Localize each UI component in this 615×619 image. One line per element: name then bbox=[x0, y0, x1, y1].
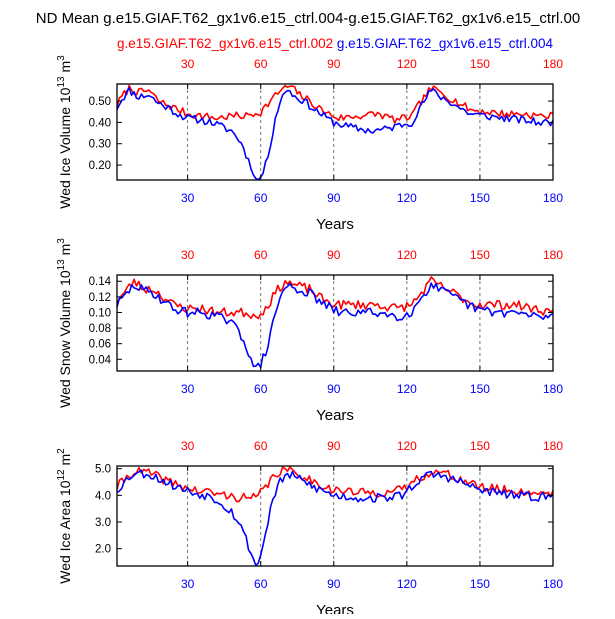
panel-ice-area: 30 30 60 60 90 90 120 120 150 150 180 180 2.0 3.0 4.0 5… bbox=[56, 439, 563, 619]
x-tick-label-top: 60 bbox=[254, 439, 268, 453]
y-axis-label: Wed Snow Volume 1013 m3 bbox=[56, 238, 73, 408]
x-tick-label-top: 120 bbox=[397, 439, 417, 453]
x-tick-label-top: 30 bbox=[181, 439, 195, 453]
y-tick-label: 3.0 bbox=[95, 517, 111, 529]
y-axis-label: Wed Ice Area 1012 m2 bbox=[56, 448, 73, 584]
x-tick-label-top: 180 bbox=[543, 57, 563, 71]
series-line-blue bbox=[116, 282, 554, 369]
x-tick-label-top: 120 bbox=[397, 248, 417, 262]
x-tick-label-top: 90 bbox=[327, 248, 341, 262]
x-tick-label-bottom: 30 bbox=[181, 382, 195, 396]
chart-title: ND Mean g.e15.GIAF.T62_gx1v6.e15_ctrl.00… bbox=[36, 10, 580, 27]
x-tick-label-bottom: 90 bbox=[327, 191, 341, 205]
y-tick-label: 0.40 bbox=[89, 117, 111, 129]
series-line-blue bbox=[116, 469, 554, 567]
x-tick-label-top: 180 bbox=[543, 248, 563, 262]
legend-red-label: g.e15.GIAF.T62_gx1v6.e15_ctrl.002 bbox=[117, 36, 333, 51]
x-tick-label-bottom: 150 bbox=[470, 577, 490, 591]
x-tick-label-top: 60 bbox=[254, 248, 268, 262]
x-tick-label-bottom: 90 bbox=[327, 382, 341, 396]
panel-snow-volume: 30 30 60 60 90 90 120 120 150 150 180 180 0.04 0.06 0.… bbox=[56, 238, 563, 424]
x-tick-label-top: 120 bbox=[397, 57, 417, 71]
y-tick-label: 5.0 bbox=[95, 464, 111, 476]
x-tick-label-bottom: 180 bbox=[543, 382, 563, 396]
plot-frame bbox=[116, 465, 554, 567]
x-tick-label-top: 180 bbox=[543, 439, 563, 453]
series-line-red bbox=[116, 276, 554, 320]
y-tick-label: 0.20 bbox=[89, 160, 111, 172]
x-axis-label: Years bbox=[316, 602, 354, 614]
y-tick-label: 0.08 bbox=[89, 323, 111, 335]
x-tick-label-bottom: 180 bbox=[543, 577, 563, 591]
plot-frame bbox=[116, 274, 554, 372]
plot-frame bbox=[116, 83, 554, 181]
y-tick-label: 0.04 bbox=[89, 354, 112, 366]
x-tick-label-bottom: 150 bbox=[470, 382, 490, 396]
x-tick-label-top: 90 bbox=[327, 57, 341, 71]
x-axis-label: Years bbox=[316, 216, 354, 233]
x-tick-label-bottom: 120 bbox=[397, 191, 417, 205]
x-tick-label-top: 30 bbox=[181, 248, 195, 262]
x-tick-label-bottom: 60 bbox=[254, 577, 268, 591]
y-tick-label: 4.0 bbox=[95, 490, 111, 502]
x-tick-label-bottom: 60 bbox=[254, 191, 268, 205]
y-tick-label: 2.0 bbox=[95, 544, 111, 556]
y-tick-label: 0.14 bbox=[89, 276, 112, 288]
legend-blue-label: g.e15.GIAF.T62_gx1v6.e15_ctrl.004 bbox=[337, 36, 554, 51]
x-tick-label-top: 90 bbox=[327, 439, 341, 453]
x-tick-label-bottom: 30 bbox=[181, 577, 195, 591]
x-tick-label-top: 150 bbox=[470, 439, 490, 453]
x-tick-label-bottom: 60 bbox=[254, 382, 268, 396]
y-tick-label: 0.30 bbox=[89, 139, 111, 151]
x-tick-label-bottom: 30 bbox=[181, 191, 195, 205]
series-line-blue bbox=[116, 86, 554, 181]
x-tick-label-top: 150 bbox=[470, 57, 490, 71]
y-tick-label: 0.06 bbox=[89, 339, 111, 351]
y-axis-label: Wed Ice Volume 1013 m3 bbox=[56, 55, 73, 209]
x-tick-label-bottom: 180 bbox=[543, 191, 563, 205]
panel-ice-volume: 30 30 60 60 90 90 120 120 150 150 180 180 0.20 0.30 0.… bbox=[56, 55, 563, 233]
series-line-red bbox=[116, 466, 554, 503]
x-tick-label-top: 60 bbox=[254, 57, 268, 71]
x-axis-label: Years bbox=[316, 407, 354, 424]
y-tick-label: 0.10 bbox=[89, 307, 111, 319]
y-tick-label: 0.12 bbox=[89, 292, 111, 304]
x-tick-label-bottom: 120 bbox=[397, 577, 417, 591]
x-tick-label-top: 30 bbox=[181, 57, 195, 71]
x-tick-label-bottom: 90 bbox=[327, 577, 341, 591]
x-tick-label-top: 150 bbox=[470, 248, 490, 262]
y-tick-label: 0.50 bbox=[89, 96, 111, 108]
x-tick-label-bottom: 120 bbox=[397, 382, 417, 396]
x-tick-label-bottom: 150 bbox=[470, 191, 490, 205]
